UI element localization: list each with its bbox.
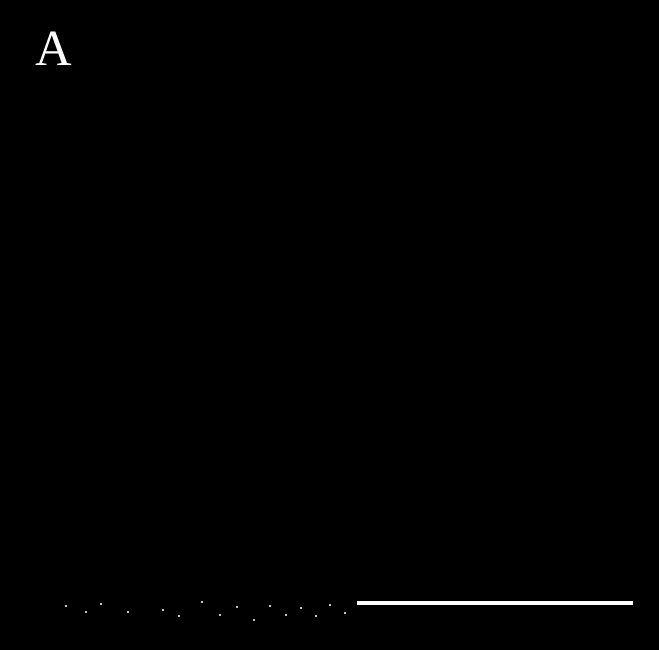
figure-panel: A xyxy=(0,0,659,650)
noise-dot xyxy=(162,609,164,611)
noise-dot xyxy=(100,603,102,605)
noise-dot xyxy=(85,611,87,613)
noise-dot xyxy=(219,614,221,616)
noise-dot xyxy=(285,614,287,616)
noise-dot xyxy=(315,615,317,617)
noise-dot xyxy=(65,605,67,607)
noise-dot xyxy=(269,605,271,607)
noise-dot xyxy=(344,612,346,614)
noise-dot xyxy=(236,606,238,608)
scale-bar xyxy=(357,601,633,605)
noise-dot xyxy=(201,601,203,603)
noise-dot xyxy=(127,611,129,613)
noise-dot xyxy=(329,604,331,606)
noise-dot xyxy=(178,615,180,617)
panel-label: A xyxy=(35,19,72,77)
noise-dot xyxy=(253,619,255,621)
noise-dot xyxy=(300,607,302,609)
micrograph-image-area: A xyxy=(3,3,656,647)
